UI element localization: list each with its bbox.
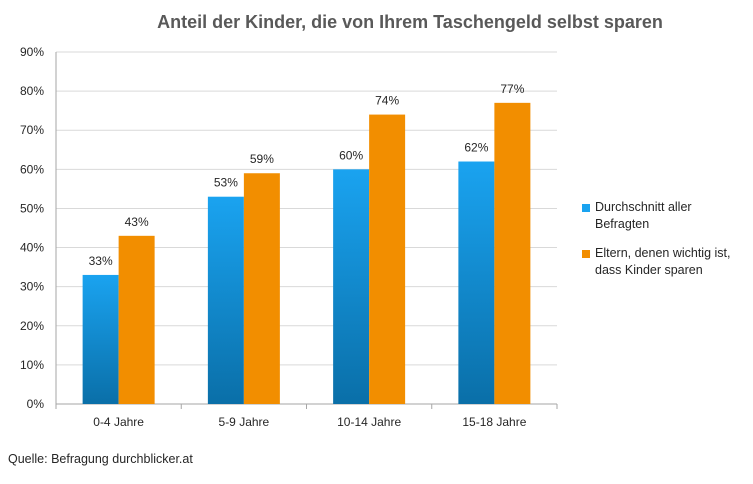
legend-label-eltern: Eltern, denen wichtig ist, dass Kinder s… (595, 245, 731, 279)
data-label: 33% (89, 254, 113, 268)
bar-durchschnitt (207, 196, 244, 404)
y-tick-label: 70% (20, 123, 44, 137)
y-tick-label: 80% (20, 84, 44, 98)
y-tick-label: 20% (20, 319, 44, 333)
y-tick-label: 40% (20, 241, 44, 255)
data-label: 43% (125, 215, 149, 229)
legend-label-line: Befragten (595, 217, 650, 231)
y-tick-label: 30% (20, 280, 44, 294)
bar-eltern (118, 235, 155, 404)
legend-item-durchschnitt: Durchschnitt aller Befragten (582, 199, 752, 233)
data-label: 74% (375, 94, 399, 108)
legend-label-line: Durchschnitt aller (595, 200, 692, 214)
data-label: 77% (500, 82, 524, 96)
y-tick-label: 10% (20, 358, 44, 372)
data-label: 62% (464, 141, 488, 155)
y-tick-label: 60% (20, 162, 44, 176)
y-tick-label: 90% (20, 45, 44, 59)
bar-eltern (494, 102, 531, 404)
y-tick-label: 0% (27, 397, 45, 411)
x-tick-label: 15-18 Jahre (462, 415, 526, 429)
y-tick-label: 50% (20, 201, 44, 215)
bar-eltern (369, 114, 406, 405)
legend-swatch-orange (582, 250, 590, 258)
source-note: Quelle: Befragung durchblicker.at (8, 452, 193, 466)
bar-eltern (243, 173, 280, 404)
bar-durchschnitt (458, 161, 495, 404)
chart-title: Anteil der Kinder, die von Ihrem Taschen… (157, 12, 663, 32)
x-tick-label: 10-14 Jahre (337, 415, 401, 429)
legend-label-line: dass Kinder sparen (595, 263, 703, 277)
legend: Durchschnitt aller Befragten Eltern, den… (582, 199, 752, 291)
bar-durchschnitt (333, 169, 370, 404)
x-tick-label: 5-9 Jahre (219, 415, 270, 429)
x-tick-label: 0-4 Jahre (93, 415, 144, 429)
bar-durchschnitt (82, 274, 119, 404)
legend-label-durchschnitt: Durchschnitt aller Befragten (595, 199, 692, 233)
data-label: 59% (250, 152, 274, 166)
data-label: 53% (214, 176, 238, 190)
data-label: 60% (339, 148, 363, 162)
legend-item-eltern: Eltern, denen wichtig ist, dass Kinder s… (582, 245, 752, 279)
legend-swatch-blue (582, 204, 590, 212)
legend-label-line: Eltern, denen wichtig ist, (595, 246, 731, 260)
